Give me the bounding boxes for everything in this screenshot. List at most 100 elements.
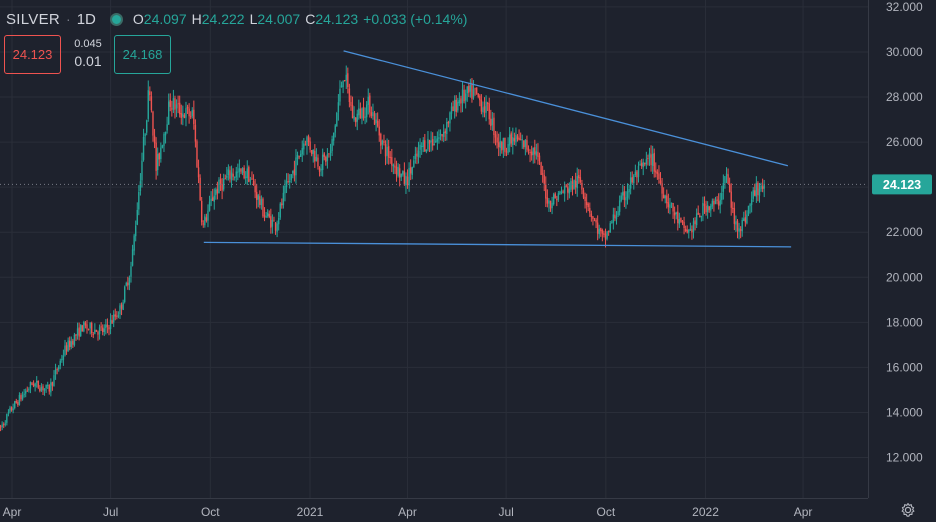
candle: [72, 338, 74, 349]
candle: [117, 311, 120, 319]
candle: [578, 169, 580, 184]
candle: [691, 225, 693, 240]
trendline-group[interactable]: [203, 50, 792, 248]
candle: [1, 421, 3, 431]
candle: [604, 228, 607, 248]
candle: [430, 131, 432, 152]
candle: [274, 222, 277, 235]
x-tick-label: Apr: [398, 505, 417, 519]
chart-grid: [0, 0, 868, 498]
candle: [523, 140, 525, 150]
candle: [221, 178, 223, 200]
candle: [232, 168, 234, 181]
candle: [499, 131, 501, 157]
candle: [562, 189, 564, 194]
candle: [326, 148, 329, 169]
candle: [521, 134, 523, 149]
candle: [719, 192, 721, 214]
candle: [694, 217, 696, 231]
candle: [45, 384, 47, 393]
candle: [672, 202, 674, 219]
candle: [208, 195, 211, 212]
candle: [351, 96, 354, 119]
candle: [42, 384, 44, 396]
candle: [549, 200, 552, 212]
candle: [84, 321, 87, 329]
symbol-name[interactable]: SILVER: [6, 10, 61, 28]
candle: [219, 173, 222, 191]
candle: [237, 163, 239, 181]
candle: [31, 381, 33, 386]
candle: [647, 154, 649, 166]
candle: [744, 210, 747, 227]
candle: [175, 99, 178, 118]
candle: [185, 101, 187, 127]
candle: [403, 162, 406, 186]
candle: [678, 212, 681, 228]
candle: [556, 195, 558, 207]
candle: [519, 132, 522, 141]
candle: [468, 82, 470, 97]
candle: [644, 162, 646, 167]
candle: [545, 176, 547, 208]
candle: [394, 157, 396, 174]
candle: [29, 381, 32, 394]
candle: [510, 131, 512, 147]
close-value: 24.123: [315, 11, 359, 27]
candle: [43, 388, 46, 396]
open-label: O: [132, 11, 144, 27]
candle: [688, 229, 690, 239]
candle: [306, 135, 308, 155]
candle: [658, 165, 660, 184]
time-axis[interactable]: Apr Jul Oct 2021 Apr Jul Oct 2022 Apr: [0, 498, 868, 520]
candle: [537, 143, 539, 165]
sell-button[interactable]: 24.123: [4, 35, 61, 74]
candle: [559, 190, 561, 195]
candle: [284, 179, 286, 202]
candle: [471, 78, 473, 103]
candle: [180, 104, 182, 125]
candle: [40, 383, 43, 392]
candle: [130, 261, 132, 283]
candle: [312, 149, 314, 163]
candle: [655, 162, 657, 178]
candle: [202, 220, 204, 228]
candle: [675, 211, 677, 220]
candle: [310, 150, 313, 157]
candle: [714, 196, 717, 205]
x-tick-label: Jul: [103, 505, 118, 519]
candle: [568, 182, 571, 199]
candle: [91, 321, 93, 337]
candle: [268, 210, 270, 219]
candle: [527, 145, 530, 155]
candle: [450, 102, 453, 120]
spread-display: 0.045 0.01: [66, 35, 110, 72]
price-axis[interactable]: 32.00030.00028.00026.00024.00022.00020.0…: [868, 0, 933, 498]
candle: [716, 196, 718, 205]
candle: [730, 183, 732, 216]
candle: [482, 101, 484, 118]
candle: [490, 109, 492, 131]
candle: [299, 150, 302, 157]
candle: [570, 178, 572, 193]
candle: [292, 170, 294, 179]
candle: [122, 299, 124, 311]
candle: [183, 113, 186, 119]
candle: [540, 161, 542, 176]
candle: [293, 160, 296, 182]
candle: [507, 137, 509, 155]
candle: [413, 155, 415, 168]
gear-icon[interactable]: [900, 502, 916, 518]
candle: [428, 139, 431, 153]
candle: [152, 110, 154, 142]
separator: ·: [66, 11, 71, 27]
quantity-value[interactable]: 0.01: [74, 52, 102, 69]
candle: [436, 131, 439, 150]
candle: [741, 217, 743, 237]
candle: [298, 155, 300, 160]
candle: [513, 132, 516, 146]
candle: [347, 67, 349, 94]
buy-button[interactable]: 24.168: [114, 35, 171, 74]
timeframe-label[interactable]: 1D: [76, 10, 96, 28]
